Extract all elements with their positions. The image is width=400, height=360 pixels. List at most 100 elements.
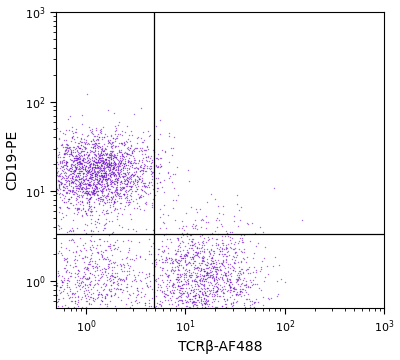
Point [139, 309, 146, 315]
Point [92, 162, 98, 168]
Point [98, 158, 105, 164]
Point [209, 258, 215, 264]
Point [105, 139, 112, 144]
Point [109, 273, 115, 278]
Point [214, 284, 220, 289]
Point [84, 206, 91, 212]
Point [131, 169, 137, 175]
Point [201, 268, 208, 274]
Point [251, 250, 258, 256]
Point [48, 130, 55, 136]
Point [203, 292, 210, 298]
Point [220, 262, 226, 267]
Point [80, 157, 86, 162]
Point [220, 242, 226, 248]
Point [100, 148, 107, 154]
Point [203, 213, 209, 219]
Point [114, 152, 120, 158]
Point [132, 279, 139, 284]
Point [79, 309, 86, 315]
Point [88, 206, 94, 212]
Point [189, 245, 195, 251]
Point [124, 262, 131, 267]
Point [133, 184, 139, 190]
Point [55, 298, 61, 303]
Point [98, 186, 105, 192]
Point [102, 157, 108, 163]
Point [99, 172, 105, 178]
Point [78, 136, 84, 142]
Point [100, 207, 106, 212]
Point [130, 153, 136, 159]
Point [118, 263, 125, 269]
Point [198, 258, 205, 264]
Point [107, 181, 113, 186]
Point [92, 142, 98, 148]
Point [184, 253, 190, 259]
Point [168, 268, 174, 274]
Point [232, 309, 239, 315]
Point [114, 133, 120, 139]
Point [202, 265, 209, 271]
Point [125, 171, 132, 176]
Point [133, 189, 140, 194]
Point [120, 185, 127, 191]
Point [96, 202, 102, 207]
Point [216, 274, 223, 280]
Point [139, 152, 145, 157]
Point [170, 171, 176, 176]
Point [208, 192, 214, 197]
Point [124, 193, 130, 199]
Point [48, 172, 55, 178]
Point [250, 255, 256, 261]
Point [170, 206, 176, 211]
Point [165, 274, 171, 280]
Point [223, 270, 230, 276]
Point [174, 260, 180, 265]
Point [76, 277, 82, 283]
Point [124, 191, 130, 197]
Point [155, 251, 161, 257]
Point [106, 175, 112, 181]
Point [118, 309, 125, 315]
Point [84, 265, 91, 271]
Point [189, 296, 196, 302]
Point [101, 280, 108, 286]
Point [86, 196, 92, 202]
Point [81, 273, 87, 279]
Point [94, 159, 100, 165]
Point [116, 160, 123, 166]
Point [200, 258, 206, 264]
Point [82, 309, 89, 315]
Point [100, 157, 106, 163]
Point [56, 165, 63, 171]
Point [81, 309, 87, 315]
Point [103, 193, 109, 199]
Point [76, 193, 83, 198]
Point [232, 268, 239, 274]
Point [198, 309, 205, 315]
Point [65, 145, 72, 151]
Point [90, 190, 96, 195]
Point [92, 172, 98, 178]
Point [114, 179, 120, 185]
Point [203, 278, 209, 284]
Point [147, 163, 153, 169]
Point [90, 189, 97, 195]
Point [48, 148, 55, 154]
Point [100, 176, 106, 181]
Point [88, 212, 95, 218]
Point [103, 256, 109, 262]
Point [138, 139, 145, 145]
Point [84, 167, 90, 173]
Point [76, 157, 82, 162]
Point [60, 144, 66, 150]
Point [179, 288, 186, 293]
Point [222, 298, 228, 303]
Point [192, 293, 198, 299]
Point [178, 234, 184, 240]
Point [92, 208, 99, 213]
Point [245, 309, 251, 315]
Point [52, 153, 59, 159]
Point [58, 159, 65, 165]
